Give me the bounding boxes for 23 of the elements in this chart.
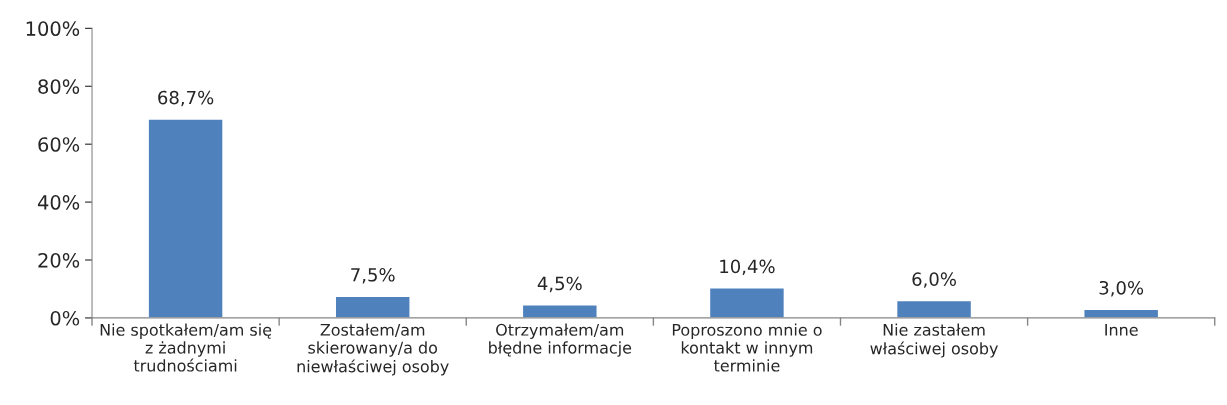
bar xyxy=(521,304,598,318)
x-tick-label: Otrzymałem/am błędne informacje xyxy=(489,323,632,357)
data-label: 7,5% xyxy=(351,267,395,284)
data-label: 10,4% xyxy=(720,259,775,276)
data-label: 4,5% xyxy=(537,276,582,293)
x-tick-label: Nie zastałem właściwej osoby xyxy=(870,323,998,358)
y-tick-label: 0% xyxy=(50,310,80,326)
y-tick-label: 20% xyxy=(38,252,80,268)
x-tick-label: Zostałem/am skierowany/a do niewłaściwej osoby xyxy=(297,323,449,376)
y-tick-label: 60% xyxy=(38,137,80,152)
data-label: 68,7% xyxy=(158,90,214,107)
y-tick-label: 40% xyxy=(37,195,80,210)
bar xyxy=(147,118,224,318)
y-tick-label: 100% xyxy=(26,21,80,37)
y-tick-label: 80% xyxy=(38,79,80,94)
bar xyxy=(334,295,411,318)
x-tick-label: Nie spotkałem/am się z żadnymi trudnościami xyxy=(100,323,272,372)
bar xyxy=(895,299,973,318)
data-label: 6,0% xyxy=(912,272,956,288)
bar xyxy=(708,287,786,318)
data-label: 3,0% xyxy=(1099,280,1144,297)
x-tick-label: Poproszono mnie o kontakt w innym terminie xyxy=(672,323,822,372)
x-tick-label: Inne xyxy=(1105,323,1138,336)
